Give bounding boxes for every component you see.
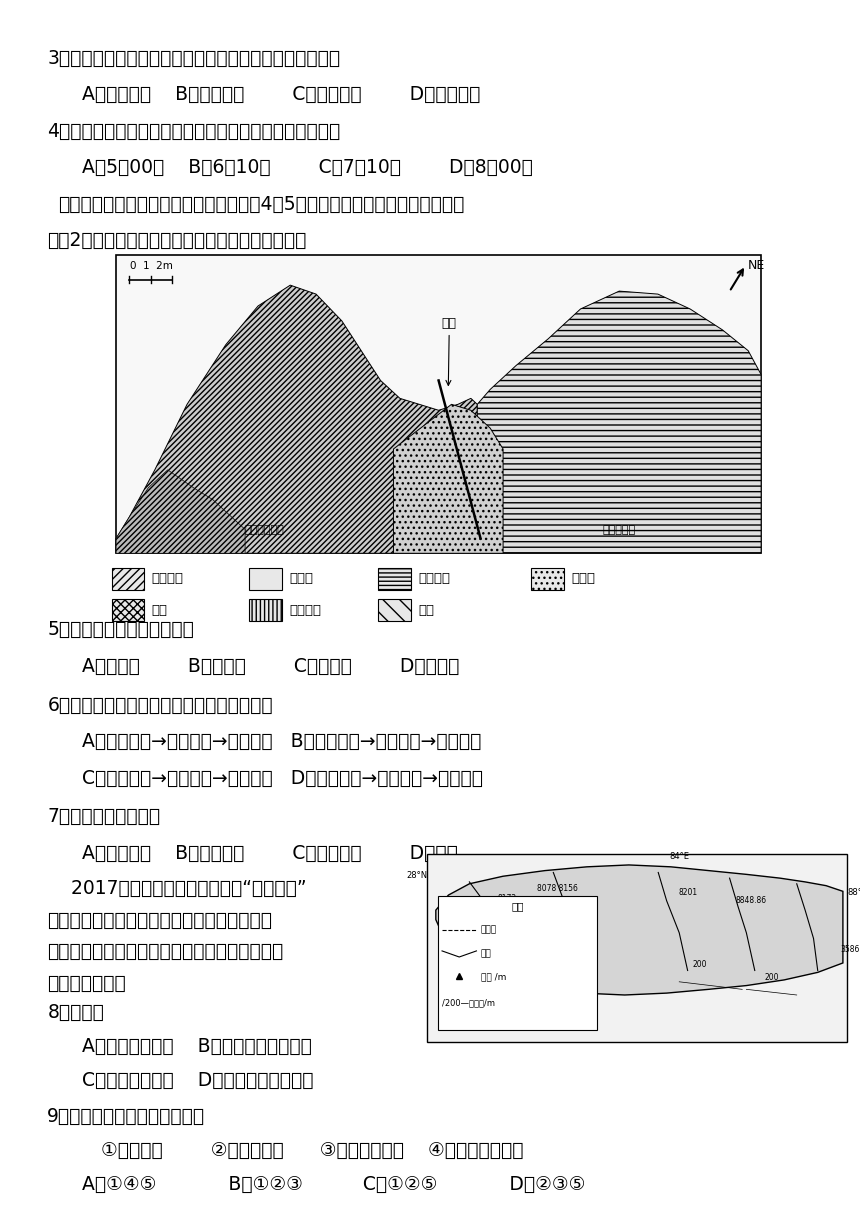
Polygon shape — [477, 291, 761, 553]
Text: 3．夹金山云瀑常于山腾处消失不见，其原因主要是山腾处: 3．夹金山云瀑常于山腾处消失不见，其原因主要是山腾处 — [47, 49, 341, 68]
Text: 断层: 断层 — [442, 317, 457, 385]
Text: 0  1  2m: 0 1 2m — [130, 261, 173, 271]
Bar — [112, 568, 144, 590]
Text: 8848.86: 8848.86 — [735, 896, 766, 905]
Text: 下图示意祝连山东段某地地质剖面，距今4．5亿年的中奥陶统地层逆冲上覆在距: 下图示意祝连山东段某地地质剖面，距今4．5亿年的中奥陶统地层逆冲上覆在距 — [58, 195, 465, 214]
Text: 88°E: 88°E — [847, 888, 860, 897]
Text: 砂岐: 砂岐 — [151, 604, 168, 617]
Text: 今约2千万年的新近系地层上。据此完成下面小题。: 今约2千万年的新近系地层上。据此完成下面小题。 — [47, 231, 307, 250]
Text: 5．断层东北侧的构造地貌是: 5．断层东北侧的构造地貌是 — [47, 620, 194, 640]
Text: A．背斜山        B．断块山        C．向斜山        D．死火山: A．背斜山 B．断块山 C．向斜山 D．死火山 — [82, 657, 459, 676]
Text: C．海陆兼备国家    D．靠近板块生长边界: C．海陆兼备国家 D．靠近板块生长边界 — [82, 1071, 313, 1091]
Text: 200: 200 — [450, 929, 464, 939]
Text: 完成下面小题。: 完成下面小题。 — [47, 974, 126, 993]
Text: NE: NE — [748, 259, 765, 271]
Polygon shape — [436, 865, 843, 995]
Text: 泥质砂岐: 泥质砂岐 — [289, 604, 321, 617]
Text: 200: 200 — [693, 959, 708, 969]
Bar — [249, 568, 282, 590]
Bar — [427, 854, 847, 1042]
Polygon shape — [116, 285, 477, 553]
Bar — [112, 599, 144, 621]
Text: A．全年高温少雨    B．相对高度差异显著: A．全年高温少雨 B．相对高度差异显著 — [82, 1037, 311, 1057]
Text: 新近系地层: 新近系地层 — [603, 525, 636, 535]
Text: 中奥陶统地层: 中奥陶统地层 — [244, 525, 285, 535]
Text: A．层状灰岐    B．碎屑物带        C．泥质砂岐        D．砂岐: A．层状灰岐 B．碎屑物带 C．泥质砂岐 D．砂岐 — [82, 844, 458, 863]
Polygon shape — [393, 405, 503, 553]
Text: 合作谅解备忘录。中国是尼泊尔第一大投资国: 合作谅解备忘录。中国是尼泊尔第一大投资国 — [47, 911, 273, 930]
Text: 层状灰岐: 层状灰岐 — [151, 573, 183, 585]
Text: 28°N: 28°N — [406, 871, 427, 880]
Text: C．地层沉积→断层作用→岐层褂皮   D．地层沉积→岐层褂皮→断层作用: C．地层沉积→断层作用→岐层褂皮 D．地层沉积→岐层褂皮→断层作用 — [82, 769, 482, 788]
Text: 图例: 图例 — [511, 901, 524, 911]
Bar — [378, 568, 411, 590]
Text: 200: 200 — [765, 973, 779, 981]
Text: ①水土流失        ②土地荒漠化      ③滑坡和泥石流    ④生物多样性减少: ①水土流失 ②土地荒漠化 ③滑坡和泥石流 ④生物多样性减少 — [77, 1141, 524, 1160]
Text: 国界线: 国界线 — [481, 925, 497, 935]
Text: A．水汽较少    B．气温较高        C．气压较低        D．风力减小: A．水汽较少 B．气温较高 C．气压较低 D．风力减小 — [82, 85, 480, 105]
Text: 8．尼泊尔: 8．尼泊尔 — [47, 1003, 104, 1023]
Text: 和第二大贸易伙伴。下图为尼泊尔地图。读图，: 和第二大贸易伙伴。下图为尼泊尔地图。读图， — [47, 942, 284, 962]
Polygon shape — [116, 469, 245, 553]
Text: 9．该国面临的主要环境问题有: 9．该国面临的主要环境问题有 — [47, 1107, 206, 1126]
Text: A．岐层褂皮→断层作用→地层沉积   B．断层作用→岐层褂皮→地层沉积: A．岐层褂皮→断层作用→地层沉积 B．断层作用→岐层褂皮→地层沉积 — [82, 732, 481, 751]
Text: 河流: 河流 — [481, 948, 492, 958]
Text: 山峰 /m: 山峰 /m — [481, 972, 507, 981]
Text: 泥岐: 泥岐 — [418, 604, 434, 617]
Text: 3586: 3586 — [841, 945, 860, 953]
Text: A．5：00时    B．6：10时        C．7：10时        D．8：00时: A．5：00时 B．6：10时 C．7：10时 D．8：00时 — [82, 158, 532, 178]
Text: 8078 8156: 8078 8156 — [538, 884, 578, 894]
Text: 7．图中最晚形成的是: 7．图中最晚形成的是 — [47, 807, 161, 827]
Text: /200—等高线/m: /200—等高线/m — [442, 998, 495, 1008]
Bar — [249, 599, 282, 621]
Text: 4．该考查队员拍摄「日出云瀑」照片时，最接近北京时间: 4．该考查队员拍摄「日出云瀑」照片时，最接近北京时间 — [47, 122, 341, 141]
Text: 84°E: 84°E — [669, 852, 689, 861]
Text: 千枚岐: 千枚岐 — [289, 573, 313, 585]
Bar — [378, 599, 411, 621]
Text: 8172: 8172 — [498, 894, 517, 902]
Bar — [116, 255, 761, 553]
Text: 6．剖面显示区域地质事件发生的先后顺序为: 6．剖面显示区域地质事件发生的先后顺序为 — [47, 696, 273, 715]
Text: 碎屑物: 碎屑物 — [571, 573, 595, 585]
Text: 含砾砂岐: 含砾砂岐 — [418, 573, 450, 585]
Text: A．①④⑤            B．①②③          C．①②⑤            D．②③⑤: A．①④⑤ B．①②③ C．①②⑤ D．②③⑤ — [82, 1175, 585, 1194]
Text: 8201: 8201 — [678, 888, 697, 897]
Bar — [438, 896, 597, 1030]
Bar — [531, 568, 564, 590]
Text: 2017年，尼泊尔和中国签署了“一带一路”: 2017年，尼泊尔和中国签署了“一带一路” — [47, 879, 307, 899]
